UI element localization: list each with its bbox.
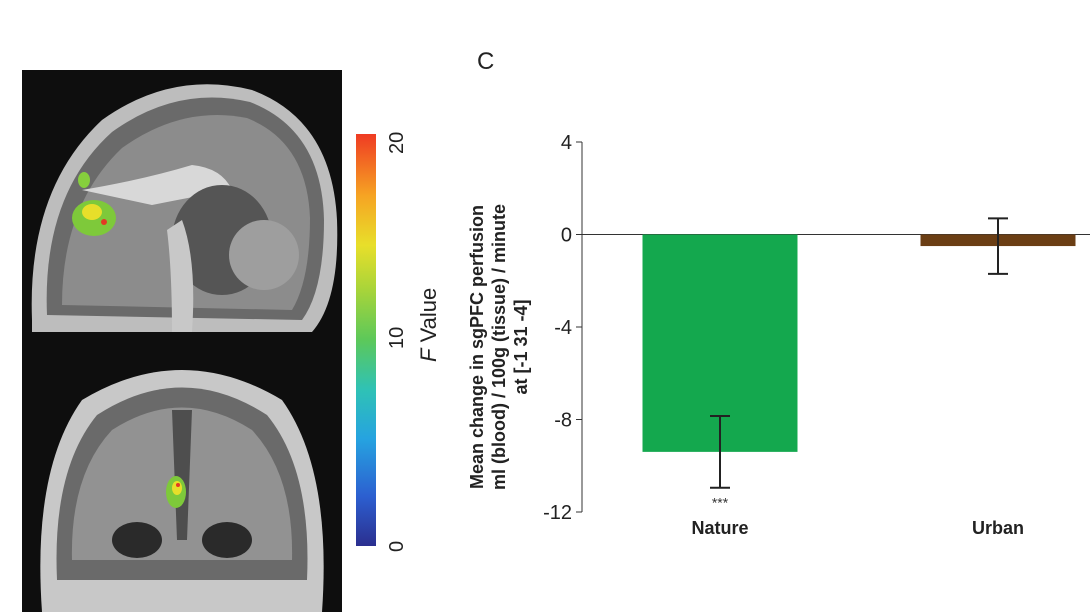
brain-slices-graphic <box>22 84 342 612</box>
significance-label: *** <box>712 495 729 511</box>
colorbar-tick-max: 20 <box>386 131 408 154</box>
brain-images <box>22 70 342 612</box>
bar-chart: 4 0 -4 -8 -12 *** Nature Urban <box>543 132 1090 538</box>
colorbar-label: F Value <box>416 288 442 362</box>
colorbar-label-italic: F <box>416 348 441 362</box>
panel-letter: C <box>477 48 495 75</box>
colorbar-tick-min: 0 <box>386 540 408 552</box>
y-tick-label: -4 <box>554 317 572 339</box>
coronal-activation <box>166 476 186 508</box>
colorbar-label-rest: Value <box>416 287 441 349</box>
y-tick-label: 4 <box>561 132 572 154</box>
sagittal-activation <box>72 172 116 236</box>
sagittal-slice <box>31 84 338 333</box>
y-tick-label: -12 <box>543 502 572 524</box>
colorbar-gradient <box>356 134 376 546</box>
category-label-urban: Urban <box>972 518 1024 538</box>
category-label-nature: Nature <box>691 518 748 538</box>
y-tick-label: -8 <box>554 410 572 432</box>
colorbar-tick-mid: 10 <box>386 326 408 349</box>
colorbar: 20 10 0 F Value <box>356 131 446 554</box>
y-tick-label: 0 <box>561 225 572 247</box>
